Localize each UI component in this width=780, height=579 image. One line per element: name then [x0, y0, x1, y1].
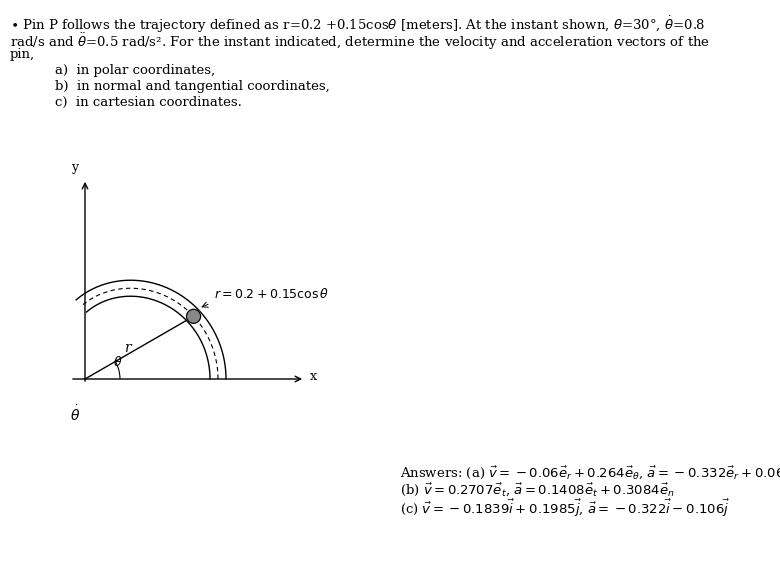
Text: y: y — [72, 161, 79, 174]
Text: $r = 0.2+0.15\cos\theta$: $r = 0.2+0.15\cos\theta$ — [214, 287, 329, 301]
Circle shape — [186, 309, 200, 323]
Text: $\theta$: $\theta$ — [113, 355, 122, 369]
Text: $\bullet$ Pin P follows the trajectory defined as r=0.2 +0.15cos$\theta$ [meters: $\bullet$ Pin P follows the trajectory d… — [10, 14, 705, 35]
Text: a)  in polar coordinates,: a) in polar coordinates, — [55, 64, 215, 77]
Text: x: x — [310, 369, 317, 383]
Text: $\dot{\theta}$: $\dot{\theta}$ — [70, 404, 80, 424]
Text: b)  in normal and tangential coordinates,: b) in normal and tangential coordinates, — [55, 80, 330, 93]
Text: c)  in cartesian coordinates.: c) in cartesian coordinates. — [55, 96, 242, 109]
Text: pin,: pin, — [10, 48, 35, 61]
Text: r: r — [124, 340, 130, 355]
Text: Answers: (a) $\vec{v} = -0.06\vec{e}_r + 0.264\vec{e}_{\theta}$, $\vec{a} = -0.3: Answers: (a) $\vec{v} = -0.06\vec{e}_r +… — [400, 464, 780, 481]
Text: rad/s and $\ddot{\theta}$=0.5 rad/s². For the instant indicated, determine the v: rad/s and $\ddot{\theta}$=0.5 rad/s². Fo… — [10, 31, 710, 52]
Text: (b) $\vec{v} = 0.2707\vec{e}_t$, $\vec{a} = 0.1408\vec{e}_t + 0.3084\vec{e}_n$: (b) $\vec{v} = 0.2707\vec{e}_t$, $\vec{a… — [400, 481, 675, 498]
Text: (c) $\vec{v} = -0.1839\vec{i} + 0.1985\vec{j}$, $\vec{a} = -0.322\vec{i} - 0.106: (c) $\vec{v} = -0.1839\vec{i} + 0.1985\v… — [400, 498, 730, 519]
